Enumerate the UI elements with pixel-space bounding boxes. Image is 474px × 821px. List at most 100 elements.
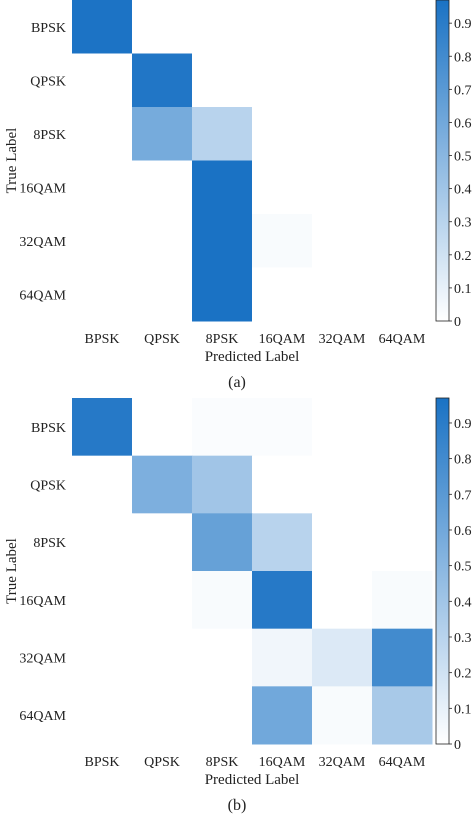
heatmap-cell xyxy=(72,398,133,457)
heatmap-cell xyxy=(372,267,433,322)
colorbar-tick-label: 0.7 xyxy=(454,83,472,98)
heatmap-cell xyxy=(372,0,433,54)
y-tick-label: 8PSK xyxy=(33,128,66,143)
x-tick-label: 8PSK xyxy=(206,332,239,347)
x-axis-label: Predicted Label xyxy=(205,772,300,788)
colorbar-tick-label: 0.9 xyxy=(454,17,472,32)
heatmap-cell xyxy=(372,686,433,745)
colorbar xyxy=(435,0,450,322)
y-tick-label: 64QAM xyxy=(19,288,66,303)
heatmap-cell xyxy=(312,214,373,268)
colorbar-tick-label: 0.6 xyxy=(454,116,472,131)
colorbar-tick-label: 0.2 xyxy=(454,249,472,264)
y-tick-label: QPSK xyxy=(30,74,66,89)
heatmap-cell xyxy=(372,53,433,108)
heatmap-cell xyxy=(252,160,313,215)
heatmap-cell xyxy=(132,571,193,630)
heatmap-cell xyxy=(132,686,193,745)
x-tick-label: 16QAM xyxy=(259,755,306,770)
colorbar-tick-label: 0.9 xyxy=(454,417,472,432)
colorbar-tick-label: 0.4 xyxy=(454,595,472,610)
colorbar-tick-label: 0.8 xyxy=(454,453,472,468)
heatmap-cell xyxy=(372,398,433,457)
x-tick-label: 32QAM xyxy=(319,755,366,770)
heatmap-cell xyxy=(372,513,433,572)
heatmap-cell xyxy=(372,628,433,687)
y-tick-label: 16QAM xyxy=(19,594,66,609)
heatmap-cell xyxy=(252,107,313,161)
heatmap-cell xyxy=(132,267,193,322)
panel-caption: (b) xyxy=(228,797,247,814)
colorbar-tick-label: 0 xyxy=(454,315,461,330)
heatmap-cell xyxy=(132,455,193,514)
heatmap-cell xyxy=(252,267,313,322)
y-tick-label: 16QAM xyxy=(19,181,66,196)
y-axis-label: True Label xyxy=(4,538,20,604)
x-tick-label: 8PSK xyxy=(206,755,239,770)
heatmap-cell xyxy=(132,53,193,108)
colorbar-tick-label: 0.7 xyxy=(454,488,472,503)
heatmap-cell xyxy=(372,455,433,514)
colorbar-tick-label: 0.3 xyxy=(454,631,472,646)
heatmap-cell xyxy=(252,53,313,108)
colorbar-tick-label: 0.4 xyxy=(454,183,472,198)
heatmap-cell xyxy=(72,628,133,687)
heatmap-cell xyxy=(312,267,373,322)
heatmap-cell xyxy=(312,628,373,687)
colorbar-tick-label: 0.5 xyxy=(454,150,472,165)
heatmap-cell xyxy=(372,571,433,630)
heatmap-cell xyxy=(252,513,313,572)
heatmap-cell xyxy=(252,398,313,457)
heatmap-cell xyxy=(312,455,373,514)
heatmap-cell xyxy=(132,160,193,215)
x-tick-label: 32QAM xyxy=(319,332,366,347)
heatmap-cell xyxy=(372,107,433,161)
colorbar-tick-label: 0.5 xyxy=(454,560,472,575)
heatmap-cell xyxy=(132,107,193,161)
y-tick-label: 8PSK xyxy=(33,536,66,551)
x-tick-label: BPSK xyxy=(84,755,119,770)
y-tick-label: BPSK xyxy=(31,21,66,36)
colorbar xyxy=(435,397,450,745)
x-tick-label: 64QAM xyxy=(379,332,426,347)
heatmap-cell xyxy=(312,686,373,745)
heatmap-cell xyxy=(372,214,433,268)
heatmap-cell xyxy=(72,53,133,108)
confusion-matrix-panel-a: BPSK QPSK 8PSK 16QAM 32QAM 64QAM BPSK QPSK 8PSK 1… xyxy=(4,0,472,391)
heatmap-cell xyxy=(372,160,433,215)
heatmap-cell xyxy=(192,160,253,215)
colorbar-tick-label: 0 xyxy=(454,738,461,753)
x-tick-label: 16QAM xyxy=(259,332,306,347)
heatmap-cell xyxy=(192,455,253,514)
heatmap-cell xyxy=(72,571,133,630)
y-axis-label: True Label xyxy=(4,128,20,194)
heatmap-cell xyxy=(192,267,253,322)
colorbar-tick-label: 0.1 xyxy=(454,282,472,297)
heatmap-cell xyxy=(312,0,373,54)
heatmap-cell xyxy=(132,0,193,54)
heatmap-cell xyxy=(312,107,373,161)
heatmap-cell xyxy=(192,571,253,630)
y-tick-label: QPSK xyxy=(30,479,66,494)
colorbar-tick-label: 0.1 xyxy=(454,702,472,717)
heatmap-cell xyxy=(312,160,373,215)
heatmap-cell xyxy=(72,0,133,54)
confusion-matrix-panel-b: BPSK QPSK 8PSK 16QAM 32QAM 64QAM BPSK QPSK 8PSK 1… xyxy=(4,397,472,814)
heatmap-cell xyxy=(72,107,133,161)
y-tick-label: BPSK xyxy=(31,421,66,436)
heatmap-cell xyxy=(192,686,253,745)
x-tick-label: QPSK xyxy=(144,755,180,770)
heatmap-cell xyxy=(72,686,133,745)
heatmap-cell xyxy=(192,0,253,54)
heatmap-cell xyxy=(192,398,253,457)
x-tick-label: BPSK xyxy=(84,332,119,347)
heatmap-cell xyxy=(192,628,253,687)
heatmap-cell xyxy=(72,214,133,268)
x-tick-label: QPSK xyxy=(144,332,180,347)
heatmap-cell xyxy=(132,398,193,457)
heatmap-cell xyxy=(252,686,313,745)
heatmap-cell xyxy=(132,513,193,572)
colorbar-tick-label: 0.3 xyxy=(454,216,472,231)
heatmap-cell xyxy=(72,267,133,322)
